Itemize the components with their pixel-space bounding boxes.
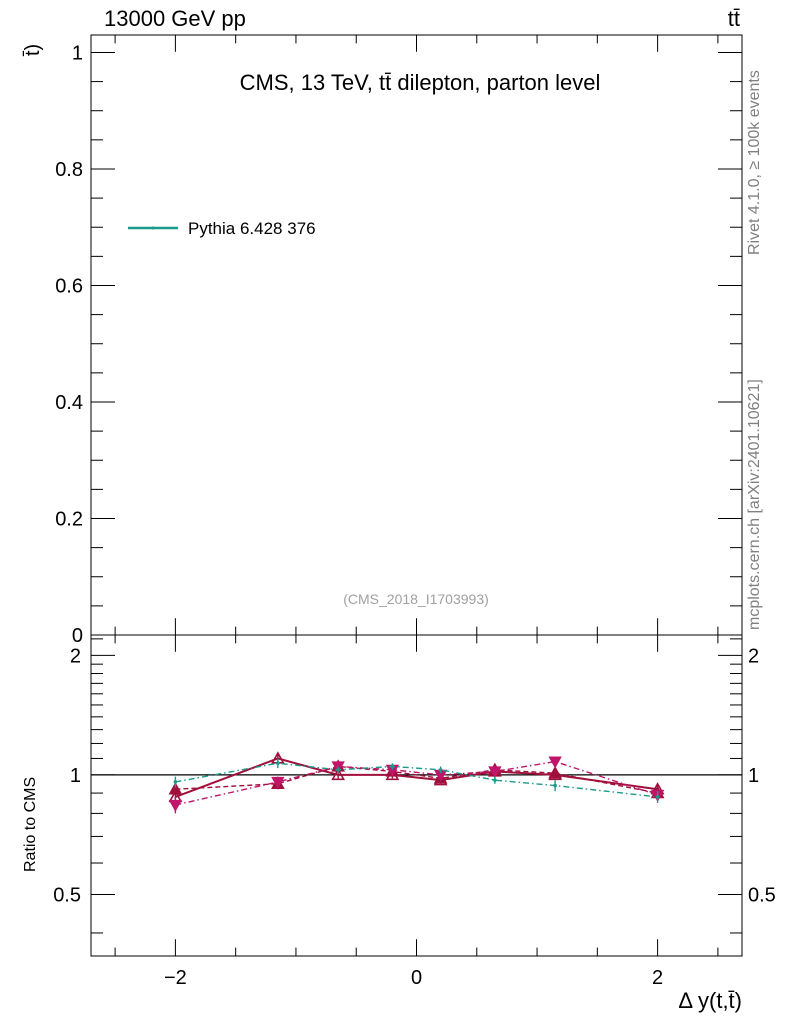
ratio-data-point bbox=[655, 795, 660, 799]
ratio-data-point bbox=[271, 776, 285, 789]
ratio-data-point bbox=[336, 767, 340, 772]
main-y-tick-label: 0.2 bbox=[55, 508, 83, 530]
chart-title: CMS, 13 TeV, tt̄ dilepton, parton level bbox=[240, 70, 601, 95]
ratio-data-point bbox=[173, 780, 178, 784]
ratio-data-point bbox=[331, 767, 345, 781]
ratio-data-point bbox=[276, 761, 280, 766]
ratio-series-line bbox=[175, 765, 658, 794]
ratio-data-point bbox=[390, 764, 395, 769]
ratio-series-group bbox=[168, 751, 665, 814]
x-tick-label: 0 bbox=[411, 967, 422, 989]
ratio-plot-panel: −2 0 2 0.5 0.5 1 1 2 2 bbox=[53, 634, 776, 989]
main-y-tick-label: 0.6 bbox=[55, 275, 83, 297]
ratio-data-point bbox=[168, 799, 183, 812]
ratio-y-tick-label-left: 2 bbox=[70, 645, 81, 667]
ratio-series-line bbox=[175, 762, 658, 798]
ratio-y-tick-label-left: 1 bbox=[70, 765, 81, 787]
ratio-data-point bbox=[493, 778, 497, 782]
main-y-tick-label: 1 bbox=[72, 42, 83, 64]
legend-label: Pythia 6.428 376 bbox=[188, 219, 316, 238]
header-process-label: 13000 GeV pp bbox=[104, 6, 246, 31]
main-plot-frame bbox=[90, 34, 743, 636]
ratio-data-point bbox=[548, 766, 562, 779]
ratio-data-point bbox=[548, 756, 562, 769]
ratio-y-tick-label-right: 0.5 bbox=[748, 884, 776, 906]
ratio-y-tick-label-right: 2 bbox=[748, 645, 759, 667]
x-axis-label: Δ y(t,t̄) bbox=[678, 988, 742, 1013]
ratio-y-tick-label-left: 0.5 bbox=[53, 884, 81, 906]
legend-marker bbox=[151, 226, 155, 230]
header-final-state-label: tt̄ bbox=[727, 6, 740, 31]
main-plot-panel: 0 0.2 0.4 0.6 0.8 1 CMS, 13 TeV, tt̄ dilepton,… bbox=[55, 34, 743, 647]
ratio-data-point bbox=[488, 766, 502, 779]
ratio-y-tick-label-right: 1 bbox=[748, 765, 759, 787]
ratio-data-point bbox=[553, 783, 557, 788]
main-y-tick-label: 0.4 bbox=[55, 392, 83, 414]
x-tick-label: −2 bbox=[164, 967, 187, 989]
ratio-data-point bbox=[438, 767, 443, 772]
ratio-data-point bbox=[168, 782, 183, 795]
ratio-series-line bbox=[175, 760, 658, 806]
ratio-series-line bbox=[175, 757, 658, 798]
main-y-tick-label: 0.8 bbox=[55, 159, 83, 181]
main-y-tick-label: 0 bbox=[72, 625, 83, 647]
x-tick-label: 2 bbox=[652, 967, 663, 989]
analysis-watermark: (CMS_2018_I1703993) bbox=[343, 591, 489, 607]
